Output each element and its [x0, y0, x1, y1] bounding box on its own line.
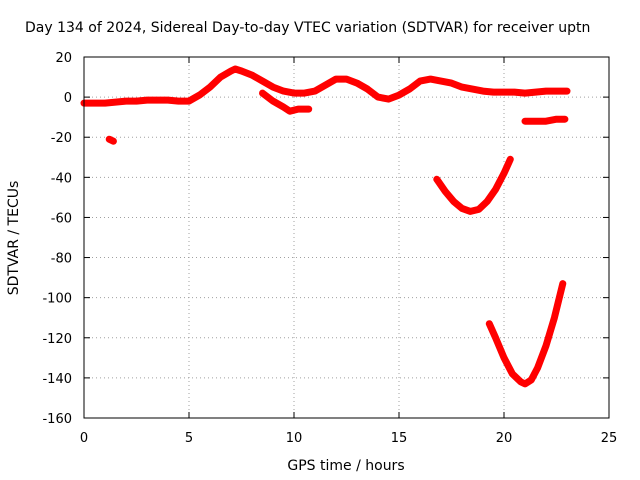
- series-arc-mid: [433, 155, 514, 215]
- series-track-upper-right: [521, 115, 569, 125]
- y-tick-label: -140: [42, 372, 72, 387]
- series-track-dip: [259, 89, 313, 115]
- x-axis-ticks: 0 5 10 15 20 25: [80, 57, 617, 446]
- x-tick-label: 20: [496, 431, 513, 446]
- grid: [84, 57, 609, 418]
- x-tick-label: 10: [286, 431, 303, 446]
- y-axis-ticks: 20 0 -20 -40 -60 -80 -100 -120 -140 -160: [42, 51, 609, 427]
- y-tick-label: -160: [42, 412, 72, 427]
- x-tick-label: 0: [80, 431, 88, 446]
- chart-title: Day 134 of 2024, Sidereal Day-to-day VTE…: [25, 20, 590, 36]
- series-track-short: [105, 135, 117, 145]
- x-axis-label: GPS time / hours: [287, 458, 404, 474]
- y-tick-label: -40: [51, 171, 72, 186]
- y-tick-label: -60: [51, 211, 72, 226]
- x-tick-label: 5: [185, 431, 193, 446]
- y-tick-label: -20: [51, 131, 72, 146]
- y-tick-label: -120: [42, 332, 72, 347]
- x-tick-label: 25: [601, 431, 618, 446]
- y-tick-label: 20: [55, 51, 72, 66]
- plot-frame: [83, 56, 610, 419]
- series-track-main: [80, 65, 571, 107]
- y-tick-label: 0: [64, 91, 72, 106]
- y-tick-label: -100: [42, 292, 72, 307]
- x-tick-label: 15: [391, 431, 408, 446]
- y-tick-label: -80: [51, 252, 72, 267]
- y-axis-label: SDTVAR / TECUs: [6, 181, 22, 296]
- data-series: [80, 65, 571, 388]
- series-arc-deep: [485, 280, 567, 388]
